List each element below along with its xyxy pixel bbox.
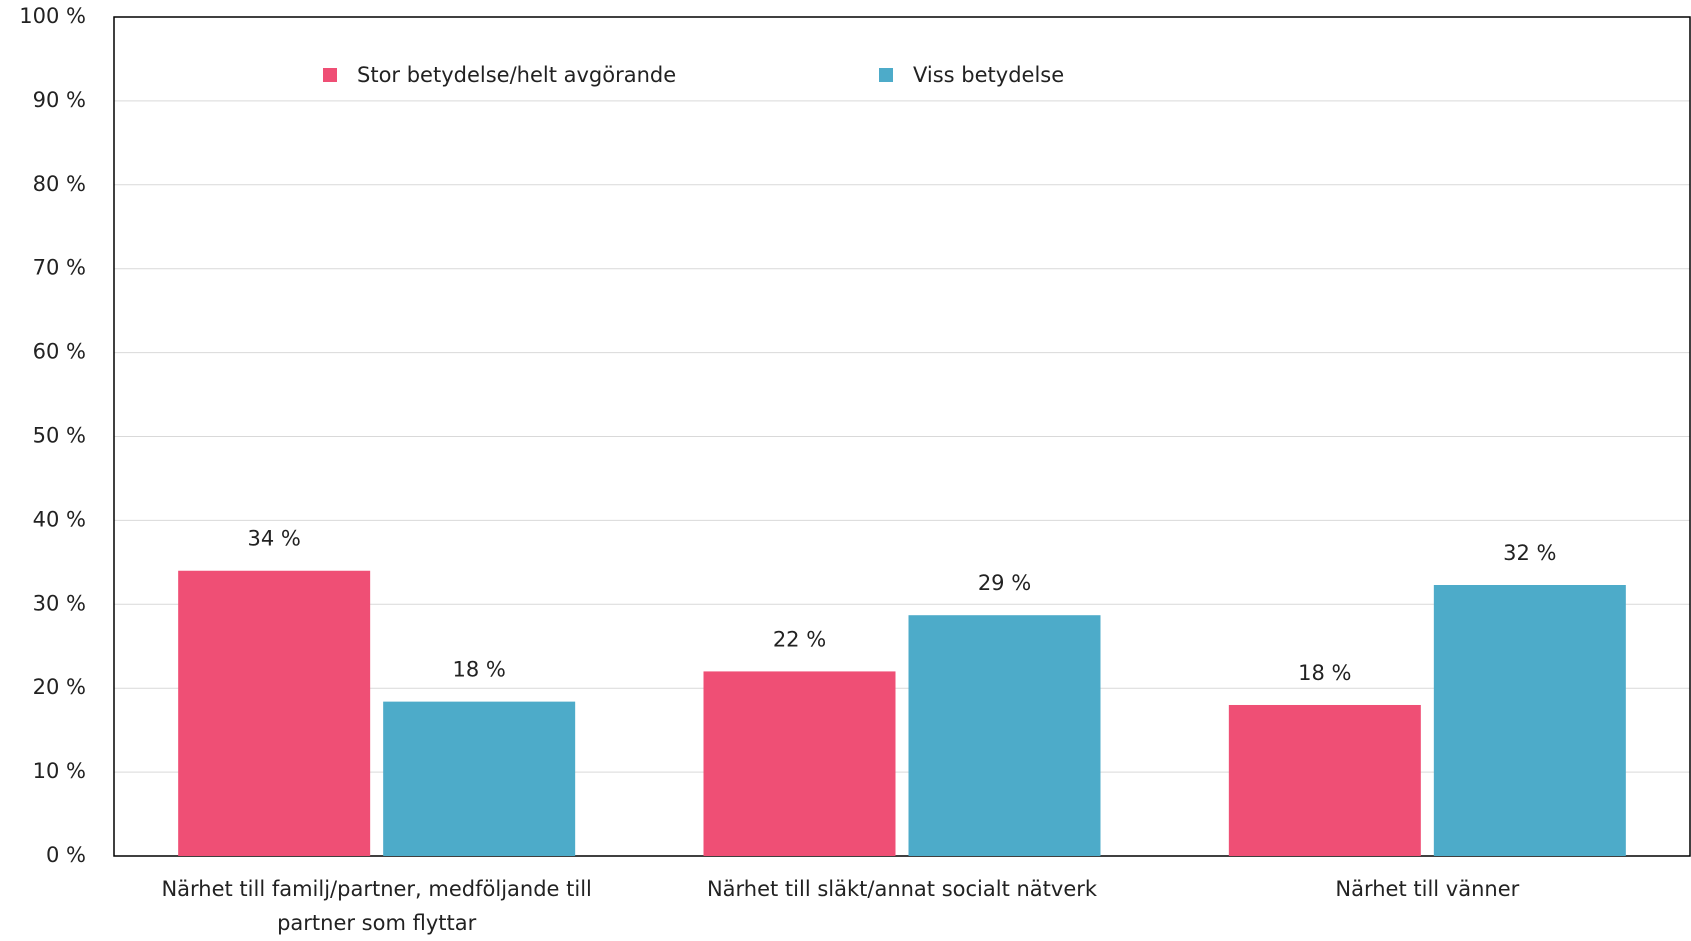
y-tick-label: 90 % — [33, 88, 86, 112]
value-label: 18 % — [1298, 661, 1351, 685]
y-tick-label: 70 % — [33, 256, 86, 280]
value-label: 22 % — [773, 627, 826, 651]
bar — [1433, 585, 1626, 856]
legend-label: Stor betydelse/helt avgörande — [357, 63, 676, 87]
legend-swatch — [879, 68, 893, 82]
bar — [908, 615, 1101, 856]
y-tick-label: 20 % — [33, 675, 86, 699]
legend-swatch — [323, 68, 337, 82]
value-label: 34 % — [247, 527, 300, 551]
y-tick-label: 100 % — [19, 4, 86, 28]
y-tick-label: 10 % — [33, 759, 86, 783]
x-tick-label: Närhet till släkt/annat socialt nätverk — [706, 877, 1098, 901]
bar — [703, 671, 896, 856]
y-tick-label: 50 % — [33, 424, 86, 448]
value-label: 29 % — [978, 571, 1031, 595]
bar — [383, 701, 576, 856]
plot-border — [113, 16, 1691, 857]
bar — [178, 570, 371, 856]
bar — [1228, 704, 1421, 856]
x-tick-label: Närhet till vänner — [1335, 877, 1520, 901]
y-tick-label: 0 % — [46, 843, 86, 867]
y-tick-label: 40 % — [33, 507, 86, 531]
x-tick-label: Närhet till familj/partner, medföljande … — [161, 877, 592, 935]
value-label: 32 % — [1503, 541, 1556, 565]
legend-label: Viss betydelse — [913, 63, 1064, 87]
y-tick-label: 60 % — [33, 340, 86, 364]
y-tick-label: 80 % — [33, 172, 86, 196]
value-label: 18 % — [452, 658, 505, 682]
y-tick-label: 30 % — [33, 591, 86, 615]
